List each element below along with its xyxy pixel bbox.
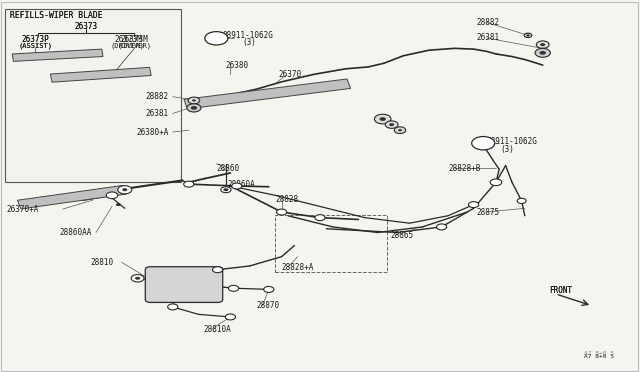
Circle shape — [490, 179, 502, 186]
Circle shape — [232, 183, 242, 189]
Text: 26373P: 26373P — [21, 35, 49, 44]
Circle shape — [374, 114, 391, 124]
Circle shape — [517, 198, 526, 203]
Circle shape — [398, 129, 402, 131]
Text: (3): (3) — [500, 145, 515, 154]
Text: 28828: 28828 — [275, 195, 298, 203]
Polygon shape — [184, 79, 351, 109]
Text: 26373: 26373 — [75, 22, 98, 31]
Circle shape — [228, 285, 239, 291]
Polygon shape — [51, 67, 151, 82]
Text: 26380+A: 26380+A — [136, 128, 169, 137]
Circle shape — [191, 106, 197, 110]
Circle shape — [472, 137, 495, 150]
Circle shape — [394, 127, 406, 134]
Text: A7 8+0 5: A7 8+0 5 — [584, 352, 614, 356]
Circle shape — [468, 202, 479, 208]
Text: 28882: 28882 — [146, 92, 169, 101]
Text: 28810: 28810 — [91, 258, 114, 267]
Text: 26373M: 26373M — [114, 35, 142, 44]
Circle shape — [188, 97, 200, 104]
Text: (DRIVER): (DRIVER) — [117, 42, 152, 49]
Text: 08911-1062G: 08911-1062G — [223, 31, 273, 40]
Text: FRONT: FRONT — [549, 286, 572, 295]
Text: 28865: 28865 — [390, 231, 413, 240]
Circle shape — [536, 41, 549, 48]
Circle shape — [436, 224, 447, 230]
Text: A7 8+0 5: A7 8+0 5 — [584, 354, 614, 359]
Text: 26373M: 26373M — [120, 35, 148, 44]
Text: 26373P: 26373P — [21, 35, 49, 44]
FancyBboxPatch shape — [145, 267, 223, 302]
Circle shape — [385, 121, 398, 128]
Bar — [5, 9, 181, 182]
Text: (3): (3) — [242, 38, 256, 47]
Text: REFILLS-WIPER BLADE: REFILLS-WIPER BLADE — [10, 11, 103, 20]
Circle shape — [223, 188, 228, 191]
Circle shape — [118, 186, 132, 194]
Circle shape — [192, 99, 196, 102]
Circle shape — [535, 48, 550, 57]
Polygon shape — [12, 49, 103, 61]
Text: 28860A: 28860A — [227, 180, 255, 189]
Text: 26381: 26381 — [477, 33, 500, 42]
Circle shape — [540, 43, 545, 46]
Text: (DRIVER): (DRIVER) — [111, 42, 145, 49]
Text: 28828+A: 28828+A — [282, 263, 314, 272]
Circle shape — [524, 33, 532, 38]
Circle shape — [264, 286, 274, 292]
Circle shape — [225, 314, 236, 320]
Text: 26380: 26380 — [226, 61, 249, 70]
Circle shape — [106, 192, 118, 199]
Text: 28870: 28870 — [256, 301, 279, 310]
Circle shape — [540, 51, 546, 55]
Text: 26373: 26373 — [75, 22, 98, 31]
Circle shape — [205, 32, 228, 45]
Text: 08911-1062G: 08911-1062G — [486, 137, 537, 146]
Text: (ASSIST): (ASSIST) — [18, 42, 52, 49]
Text: 26370: 26370 — [278, 70, 301, 79]
Bar — [275, 215, 387, 272]
Text: REFILLS-WIPER BLADE: REFILLS-WIPER BLADE — [10, 11, 103, 20]
Circle shape — [526, 34, 530, 36]
Circle shape — [131, 275, 144, 282]
Circle shape — [315, 215, 325, 221]
Circle shape — [135, 277, 140, 280]
Text: N: N — [214, 34, 219, 43]
Text: (ASSIST): (ASSIST) — [18, 42, 52, 49]
Text: N: N — [481, 139, 486, 148]
Circle shape — [276, 209, 287, 215]
Circle shape — [116, 203, 121, 206]
Text: 28828+B: 28828+B — [448, 164, 481, 173]
Circle shape — [187, 104, 201, 112]
Circle shape — [122, 188, 127, 191]
Circle shape — [389, 123, 394, 126]
Circle shape — [184, 181, 194, 187]
Polygon shape — [17, 185, 127, 209]
Text: 28875: 28875 — [477, 208, 500, 217]
Text: 26370+A: 26370+A — [6, 205, 39, 214]
Circle shape — [168, 304, 178, 310]
Text: 28860AA: 28860AA — [60, 228, 92, 237]
Text: FRONT: FRONT — [549, 286, 572, 295]
Circle shape — [380, 117, 386, 121]
Circle shape — [212, 267, 223, 273]
Text: 28882: 28882 — [477, 18, 500, 27]
Text: 26381: 26381 — [146, 109, 169, 118]
Circle shape — [221, 187, 231, 193]
Text: 28860: 28860 — [216, 164, 239, 173]
Text: 28810A: 28810A — [204, 325, 231, 334]
